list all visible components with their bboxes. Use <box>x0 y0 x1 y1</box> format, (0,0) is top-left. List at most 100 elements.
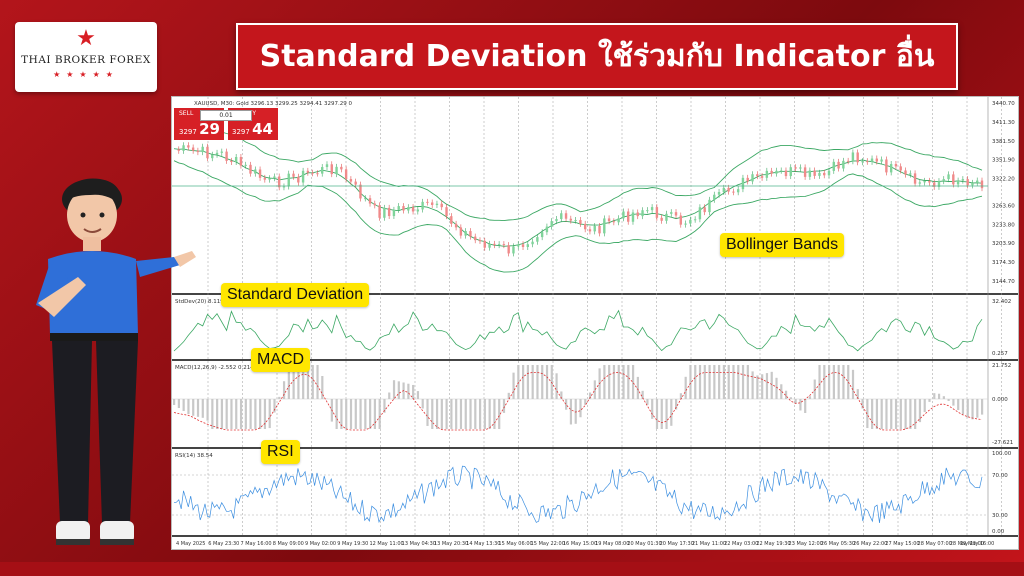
candle-body <box>354 181 357 185</box>
lot-size-field[interactable]: 0.01 <box>200 110 252 121</box>
macd-histogram-bar <box>899 399 902 429</box>
time-axis-label: 27 May 15:00 <box>885 541 919 547</box>
candle-body <box>713 194 716 200</box>
macd-histogram-bar <box>665 399 668 429</box>
macd-histogram-bar <box>588 392 592 399</box>
macd-histogram-bar <box>894 399 898 429</box>
candle-body <box>622 211 625 219</box>
macd-histogram-bar <box>918 399 922 423</box>
candle-body <box>880 159 883 162</box>
candle-body <box>263 177 267 180</box>
candle-body <box>832 161 835 171</box>
macd-signal-line <box>173 371 983 431</box>
candle-body <box>387 207 391 217</box>
headline-banner: Standard Deviation ใช้ร่วมกับ Indicator … <box>236 23 958 90</box>
macd-histogram-bar <box>885 399 888 429</box>
symbol-header: XAUUSD, M30: Gold 3296.13 3299.25 3294.4… <box>194 101 353 107</box>
candle-body <box>775 170 778 174</box>
candle-body <box>426 201 429 203</box>
macd-histogram-bar <box>914 399 917 429</box>
macd-histogram-bar <box>703 365 706 399</box>
macd-histogram-bar <box>469 399 472 429</box>
stddev-line <box>173 309 983 352</box>
price-axis-label: 3174.30 <box>992 260 1015 266</box>
candle-body <box>918 182 922 184</box>
stddev-header: StdDev(20) 8.119 <box>175 299 224 305</box>
trading-chart-panel: 3440.70 3411.30 3381.50 3351.90 3322.20 3263.… <box>171 96 1019 550</box>
candle-body <box>966 179 969 186</box>
time-axis-label: 6 May 23:30 <box>208 541 239 547</box>
candle-body <box>569 218 573 221</box>
candle-body <box>904 170 907 175</box>
macd-histogram-bar <box>225 399 228 429</box>
time-axis-label: 19 May 08:00 <box>595 541 629 547</box>
candle-body <box>497 244 501 246</box>
macd-histogram-bar <box>483 399 486 429</box>
price-axis-label: 3233.80 <box>992 222 1015 228</box>
candle-body <box>588 229 592 232</box>
price-axis-label: 3203.90 <box>992 241 1015 247</box>
macd-histogram-bar <box>842 365 845 399</box>
macd-histogram-bar <box>555 373 558 399</box>
price-axis-label: 3322.20 <box>992 177 1015 183</box>
candle-body <box>689 219 692 224</box>
macd-histogram-bar <box>435 399 439 429</box>
candle-body <box>808 170 812 177</box>
macd-histogram-bar <box>364 399 367 429</box>
candle-body <box>220 151 224 153</box>
macd-histogram-bar <box>173 399 176 405</box>
candle-body <box>282 186 286 188</box>
candle-body <box>234 156 238 163</box>
candle-body <box>837 161 840 169</box>
macd-histogram-bar <box>808 396 812 399</box>
macd-histogram-bar <box>545 365 549 399</box>
macd-histogram-bar <box>517 365 520 399</box>
candle-body <box>201 146 204 153</box>
callout-rsi: RSI <box>261 440 300 464</box>
candle-body <box>517 244 520 247</box>
brand-name: THAI BROKER FOREX <box>21 54 151 66</box>
macd-histogram-bar <box>412 384 415 399</box>
candle-body <box>851 152 855 162</box>
macd-histogram-bar <box>254 399 257 429</box>
macd-axis-label: 21.752 <box>992 363 1011 369</box>
macd-header: MACD(12,26,9) -2.552 0.214 <box>175 365 254 371</box>
bollinger-lower-band <box>173 160 983 273</box>
macd-histogram-bar <box>287 370 290 399</box>
macd-histogram-bar <box>426 399 429 426</box>
macd-histogram-bar <box>622 365 625 399</box>
macd-histogram-bar <box>947 399 950 401</box>
candle-body <box>488 243 491 248</box>
macd-histogram-bar <box>617 365 620 399</box>
buy-price: 3297 44 <box>232 120 273 138</box>
macd-histogram-bar <box>937 393 941 399</box>
time-axis-label: 29 May 16:00 <box>960 541 994 547</box>
macd-histogram-bar <box>756 375 759 399</box>
candle-body <box>779 170 783 172</box>
candle-body <box>760 176 764 178</box>
candle-body <box>636 212 639 217</box>
macd-histogram-bar <box>761 374 764 399</box>
stars-decoration: ★★★★★ <box>53 70 119 79</box>
candle-body <box>670 212 673 214</box>
candle-body <box>321 167 324 174</box>
macd-histogram-bar <box>679 393 682 399</box>
candle-body <box>756 174 759 177</box>
bollinger-upper-band <box>173 129 983 222</box>
macd-histogram-bar <box>560 391 563 399</box>
candle-body <box>364 198 367 200</box>
macd-histogram-bar <box>474 399 477 429</box>
macd-histogram-bar <box>751 371 754 399</box>
candle-body <box>913 173 917 184</box>
macd-histogram-bar <box>890 399 893 429</box>
macd-histogram-bar <box>646 399 649 405</box>
macd-histogram-bar <box>187 399 190 414</box>
candle-body <box>244 164 247 166</box>
candle-body <box>842 160 845 169</box>
macd-histogram-bar <box>799 399 802 411</box>
price-axis-label: 3440.70 <box>992 101 1015 107</box>
macd-histogram-bar <box>957 399 960 411</box>
candle-body <box>215 152 219 155</box>
time-axis-label: 16 May 15:00 <box>563 541 597 547</box>
macd-histogram-bar <box>961 399 965 415</box>
